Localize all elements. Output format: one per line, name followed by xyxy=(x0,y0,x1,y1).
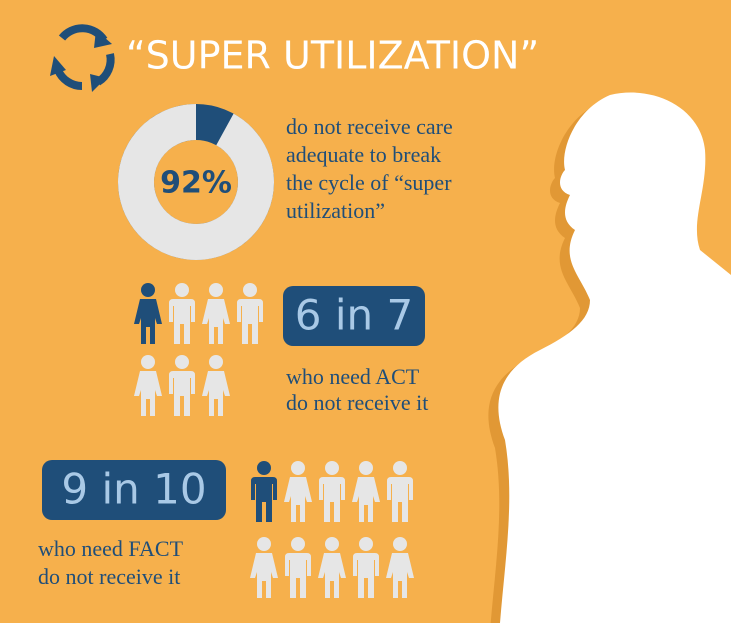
infographic: “SUPER UTILIZATION” 92% do not receive c… xyxy=(0,0,731,623)
act-ratio: 6 in 7 xyxy=(295,291,413,340)
donut-text: utilization” xyxy=(286,198,385,223)
fact-ratio: 9 in 10 xyxy=(61,465,206,514)
fact-text: who need FACT xyxy=(38,536,184,561)
donut-label: 92% xyxy=(160,166,232,201)
page: “SUPER UTILIZATION” 92% do not receive c… xyxy=(0,0,731,623)
title: “SUPER UTILIZATION” xyxy=(126,34,539,78)
act-text: who need ACT xyxy=(286,364,420,389)
act-text: do not receive it xyxy=(286,390,428,415)
fact-text: do not receive it xyxy=(38,564,180,589)
donut-text: adequate to break xyxy=(286,142,441,167)
donut-text: the cycle of “super xyxy=(286,170,452,195)
donut-text: do not receive care xyxy=(286,114,453,139)
